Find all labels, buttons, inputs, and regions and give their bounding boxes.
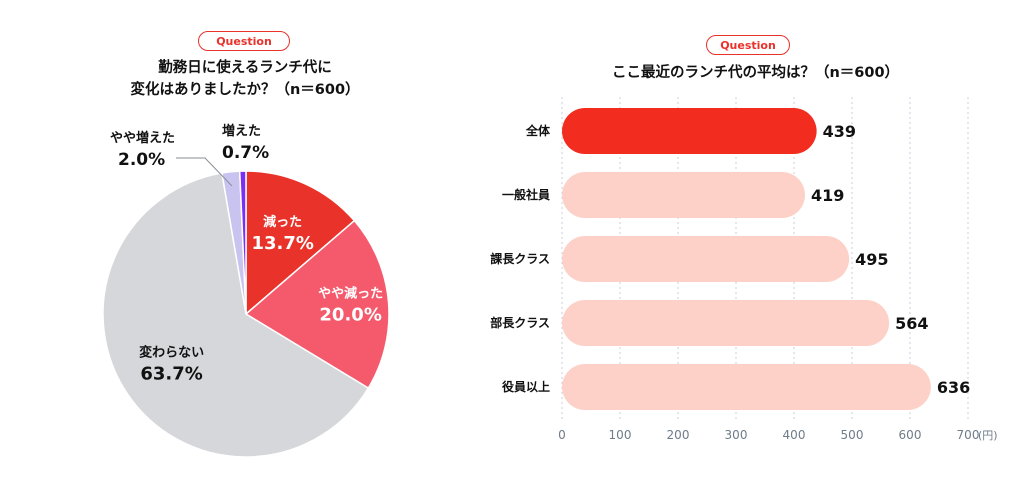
bar-value-label: 495 [855, 250, 888, 269]
bar-1 [562, 172, 806, 218]
x-tick-label: 0 [558, 428, 566, 442]
pie-value-slightly-decreased: 20.0% [319, 304, 381, 325]
x-tick-label: 500 [841, 428, 864, 442]
x-unit-label: (円) [978, 429, 998, 442]
pie-label-increased: 増えた [222, 123, 261, 139]
bar-value-label: 419 [811, 186, 844, 205]
bar-category-label: 課長クラス [490, 251, 550, 266]
pie-slice-decreased [245, 170, 356, 316]
pie-value-decreased: 13.7% [251, 233, 313, 254]
bar-category-label: 一般社員 [502, 187, 550, 202]
bar-category-label: 全体 [525, 123, 551, 138]
pie-slice-slightly-decreased [244, 219, 390, 390]
pie-value-increased: 0.7% [222, 143, 269, 163]
pie-title-line1: 勤務日に使えるランチ代に [158, 60, 332, 76]
pie-label-decreased: 減った [263, 214, 302, 230]
bar-title: ここ最近のランチ代の平均は？（n＝600） [611, 65, 900, 81]
bar-panel: Question ここ最近のランチ代の平均は？（n＝600） 0 100 200 30… [490, 0, 1021, 489]
x-tick-label: 400 [783, 428, 806, 442]
bar-category-label: 部長クラス [490, 315, 550, 330]
bar-4 [562, 364, 931, 410]
question-badge: Question [706, 35, 790, 55]
pie-label-unchanged: 変わらない [139, 345, 204, 361]
pie-value-unchanged: 63.7% [140, 364, 202, 385]
bar-value-label: 439 [823, 122, 856, 141]
pie-leader-line [176, 157, 233, 187]
bar-chart: 0 100 200 300 400 500 600 700(円) 全体 439 一般社員 419 課長ク… [490, 97, 998, 442]
x-tick-label: 700 [957, 428, 980, 442]
pie-slice-unchanged [102, 172, 370, 458]
pie-chart: 減った 13.7% やや減った 20.0% 変わらない 63.7% やや増えた 2.0% 増えた… [102, 123, 390, 458]
bar-0 [562, 108, 817, 154]
pie-value-slightly-increased: 2.0% [118, 150, 165, 170]
question-badge: Question [198, 31, 290, 51]
bar-category-label: 役員以上 [502, 379, 550, 394]
pie-label-slightly-increased: やや増えた [110, 130, 175, 146]
bar-value-label: 564 [895, 314, 928, 333]
pie-label-slightly-decreased: やや減った [318, 285, 383, 301]
bar-3 [562, 300, 890, 346]
x-tick-label: 200 [667, 428, 690, 442]
pie-panel: Question 勤務日に使えるランチ代に 変化はありましたか？（n＝600） … [0, 0, 490, 489]
pie-title-line2: 変化はありましたか？（n＝600） [130, 82, 360, 98]
x-tick-label: 600 [899, 428, 922, 442]
bar-value-label: 636 [937, 378, 970, 397]
x-tick-label: 300 [725, 428, 748, 442]
x-tick-label: 100 [609, 428, 632, 442]
pie-slice-increased [238, 170, 247, 315]
bar-2 [562, 236, 850, 282]
